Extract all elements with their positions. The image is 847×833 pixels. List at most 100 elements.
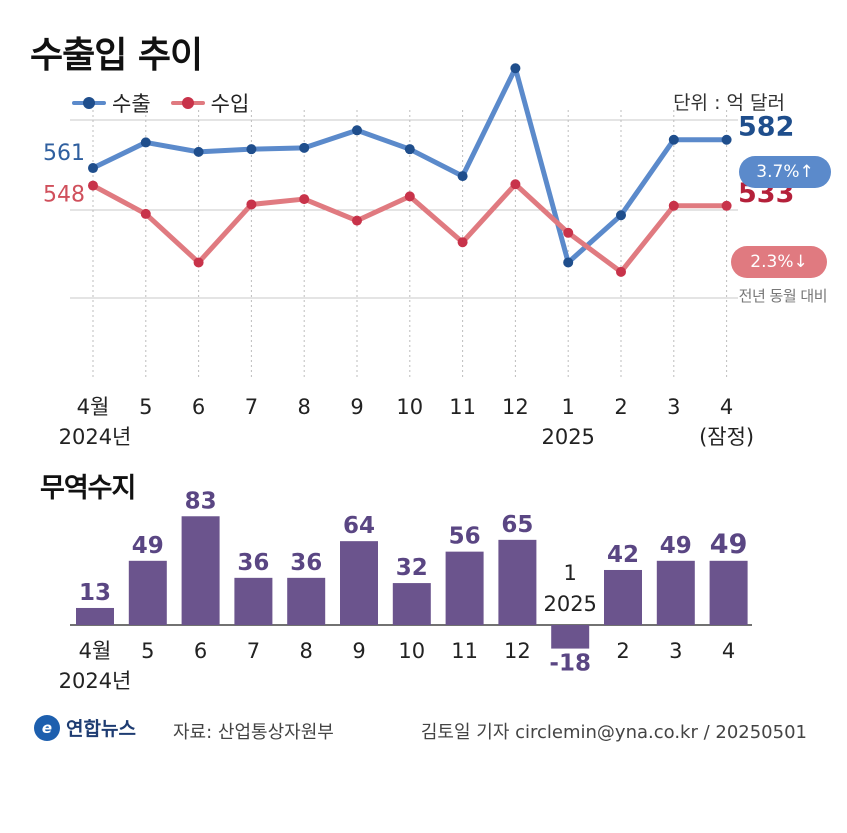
bar-tick-label-5: 9 (352, 639, 365, 663)
import-point-4 (299, 194, 310, 205)
line-tick-label-10: 2 (614, 395, 627, 419)
trade-balance-value-12: 49 (710, 529, 748, 560)
bar-tick-label-4: 8 (300, 639, 313, 663)
export-point-7 (457, 171, 468, 182)
bar-chart-title: 무역수지 (40, 473, 136, 504)
import-point-12 (721, 200, 732, 211)
trade-balance-bar-12 (709, 560, 748, 625)
bar-year-label-9: 2025 (543, 592, 596, 616)
bar-tick-label-6: 10 (398, 639, 425, 663)
trade-balance-bar-2 (181, 516, 220, 625)
bar-tick-label-11: 3 (669, 639, 682, 663)
line-year-label-9: 2025 (541, 425, 594, 449)
import-point-5 (352, 215, 362, 226)
credit-text: 김토일 기자 circlemin@yna.co.kr / 20250501 (420, 722, 807, 743)
bar-tick-label-1: 5 (141, 639, 154, 663)
bar-tick-label-3: 7 (247, 639, 260, 663)
import-point-10 (616, 266, 626, 277)
export-point-2 (193, 146, 204, 157)
export-point-1 (140, 137, 151, 148)
export-point-0 (88, 163, 98, 174)
export-point-11 (668, 134, 679, 145)
line-tick-label-5: 9 (350, 395, 363, 419)
bar-tick-label-0: 4월 (79, 639, 112, 663)
import-point-3 (246, 199, 257, 210)
line-tick-label-0: 4월 (77, 395, 110, 419)
trade-balance-bar-0 (76, 607, 114, 625)
import-point-0 (88, 180, 98, 191)
trade-balance-bar-6 (392, 583, 431, 625)
legend-swatch-import (170, 97, 205, 109)
trade-balance-value-5: 64 (343, 513, 375, 539)
bar-tick-label-8: 12 (504, 639, 531, 663)
trade-balance-value-1: 49 (132, 533, 164, 559)
trade-balance-value-8: 65 (501, 512, 533, 538)
line-tick-label-6: 10 (396, 395, 423, 419)
export-point-3 (246, 144, 257, 155)
change-basis-note: 전년 동월 대비 (738, 287, 828, 305)
line-tick-label-3: 7 (245, 395, 258, 419)
line-tick-label-1: 5 (139, 395, 152, 419)
line-tick-label-4: 8 (298, 395, 311, 419)
trade-balance-value-9: -18 (549, 651, 591, 677)
import-point-2 (193, 257, 204, 268)
source-text: 자료: 산업통상자원부 (173, 722, 334, 743)
trade-balance-value-4: 36 (290, 550, 322, 576)
import-point-8 (510, 179, 521, 190)
logo-icon: e (34, 714, 60, 741)
export-point-12 (721, 134, 732, 145)
import-change-badge: 2.3%↓ (731, 246, 827, 278)
trade-balance-value-2: 83 (185, 488, 217, 514)
trade-balance-bar-3 (234, 577, 273, 625)
unit-label: 단위 : 억 달러 (673, 92, 785, 114)
trade-balance-bar-4 (287, 577, 326, 625)
bar-year-label-0: 2024년 (59, 669, 132, 693)
line-tick-label-8: 12 (502, 395, 529, 419)
export-point-9 (563, 257, 574, 268)
trade-balance-bar-9 (551, 625, 590, 649)
export-point-10 (616, 210, 626, 221)
trade-balance-value-7: 56 (449, 524, 481, 550)
legend-item-export: 수출 (72, 88, 151, 118)
bar-tick-label-10: 2 (616, 639, 629, 663)
trade-balance-bar-8 (498, 539, 537, 625)
import-first-label: 548 (43, 183, 85, 208)
line-tick-label-2: 6 (192, 395, 205, 419)
bar-tick-label-12: 4 (722, 639, 735, 663)
trade-balance-value-10: 42 (607, 542, 639, 568)
line-year-label-0: 2024년 (59, 425, 132, 449)
line-tick-label-9: 1 (562, 395, 575, 419)
trade-balance-bar-5 (340, 541, 378, 625)
footer: e 연합뉴스 자료: 산업통상자원부 김토일 기자 circlemin@yna.… (0, 710, 847, 750)
trade-balance-value-11: 49 (660, 533, 692, 559)
export-change-badge: 3.7%↑ (739, 156, 831, 188)
trade-balance-bar-11 (656, 560, 695, 625)
legend-item-import: 수입 (170, 88, 249, 118)
legend-swatch-export (72, 97, 106, 109)
line-last-note: (잠정) (699, 425, 754, 449)
trade-balance-value-0: 13 (79, 580, 111, 606)
logo-text: 연합뉴스 (66, 718, 136, 740)
logo: e 연합뉴스 (34, 714, 136, 741)
import-point-7 (457, 237, 468, 248)
import-point-6 (404, 191, 415, 202)
trade-balance-bar-7 (445, 551, 484, 625)
export-point-8 (510, 63, 521, 74)
import-point-11 (668, 200, 679, 211)
export-point-6 (404, 144, 415, 155)
line-tick-label-7: 11 (449, 395, 476, 419)
trade-balance-value-3: 36 (237, 550, 269, 576)
bar-tick-label-2: 6 (194, 639, 207, 663)
line-tick-label-11: 3 (667, 395, 680, 419)
export-first-label: 561 (43, 141, 85, 166)
export-last-label: 582 (738, 112, 794, 143)
line-tick-label-12: 4 (720, 395, 733, 419)
export-point-4 (299, 142, 310, 153)
title: 수출입 추이 (30, 35, 203, 76)
bar-tick-label-9: 1 (564, 561, 577, 585)
import-point-9 (563, 227, 574, 238)
bar-tick-label-7: 11 (451, 639, 478, 663)
trade-balance-value-6: 32 (396, 555, 428, 581)
export-point-5 (352, 125, 362, 136)
